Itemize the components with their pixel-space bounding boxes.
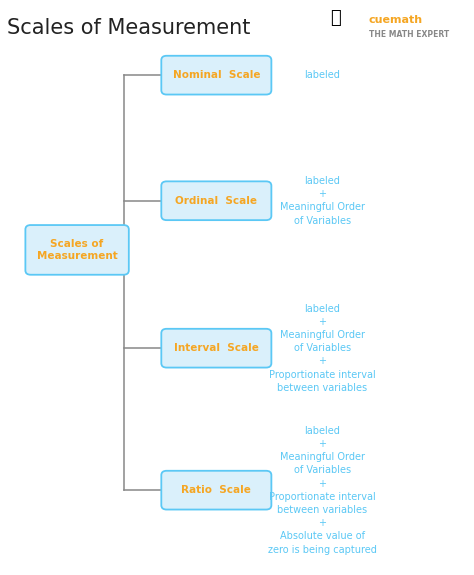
Text: Nominal  Scale: Nominal Scale: [173, 70, 260, 80]
Text: Scales of Measurement: Scales of Measurement: [8, 18, 251, 38]
Text: Ratio  Scale: Ratio Scale: [182, 485, 251, 495]
FancyBboxPatch shape: [161, 56, 272, 94]
Text: THE MATH EXPERT: THE MATH EXPERT: [369, 30, 449, 39]
Text: Scales of
Measurement: Scales of Measurement: [36, 239, 118, 260]
Text: labeled
+
Meaningful Order
of Variables: labeled + Meaningful Order of Variables: [280, 176, 365, 225]
Text: Ordinal  Scale: Ordinal Scale: [175, 196, 257, 206]
FancyBboxPatch shape: [161, 181, 272, 220]
FancyBboxPatch shape: [26, 225, 129, 275]
Text: 🚀: 🚀: [330, 9, 341, 27]
Text: labeled
+
Meaningful Order
of Variables
+
Proportionate interval
between variabl: labeled + Meaningful Order of Variables …: [269, 304, 376, 393]
FancyBboxPatch shape: [161, 471, 272, 509]
Text: cuemath: cuemath: [369, 15, 423, 25]
Text: Interval  Scale: Interval Scale: [174, 343, 259, 353]
Text: labeled: labeled: [304, 70, 340, 80]
FancyBboxPatch shape: [161, 329, 272, 367]
Text: labeled
+
Meaningful Order
of Variables
+
Proportionate interval
between variabl: labeled + Meaningful Order of Variables …: [268, 426, 377, 554]
